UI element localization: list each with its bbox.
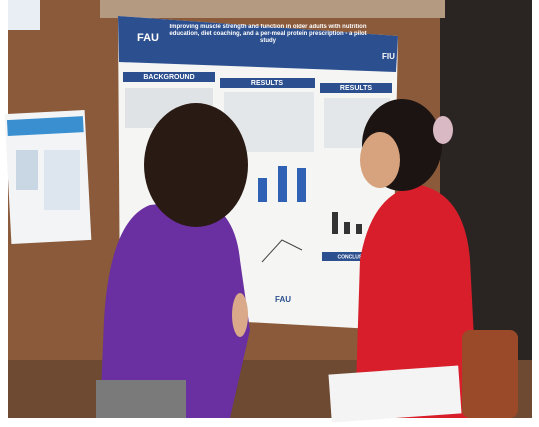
poster-bar <box>332 212 338 234</box>
board-frame <box>100 0 445 18</box>
bag <box>462 330 518 418</box>
hair-clip <box>433 116 453 144</box>
person-right <box>328 99 518 423</box>
paper-corner <box>8 0 40 30</box>
section-bar <box>322 252 390 261</box>
section-bar <box>123 72 215 82</box>
person-left <box>96 103 250 418</box>
poster-bar <box>356 224 362 234</box>
grey-skirt <box>96 380 186 418</box>
poster-bar <box>278 166 287 202</box>
papers <box>328 365 462 423</box>
section-bar <box>220 78 315 88</box>
red-shirt <box>355 185 478 418</box>
purple-shirt <box>100 200 250 418</box>
poster-bar <box>344 222 350 234</box>
section-header: BACKGROUND <box>143 74 194 81</box>
logo-right: FIU <box>382 52 395 61</box>
footer-logo: FAU <box>275 295 291 304</box>
hair <box>144 103 248 227</box>
title-box: Improving muscle strength and function i… <box>169 24 367 44</box>
poster-bar <box>258 178 267 202</box>
poster-header <box>118 16 398 72</box>
side-poster-text <box>44 150 80 210</box>
section-header: CONCLUSIONS <box>338 254 376 260</box>
side-poster-figure <box>16 150 38 190</box>
section-header: RESULTS <box>251 80 283 87</box>
side-poster <box>4 109 92 245</box>
hand <box>232 293 248 337</box>
section-header: RESULTS <box>340 85 372 92</box>
poster-title: Improving muscle strength and function i… <box>169 24 367 44</box>
section-bar <box>320 83 392 93</box>
poster-line <box>261 239 303 263</box>
face <box>360 132 400 188</box>
poster-bar <box>297 168 306 202</box>
logo-left: FAU <box>137 32 159 44</box>
side-poster-header <box>6 116 84 137</box>
